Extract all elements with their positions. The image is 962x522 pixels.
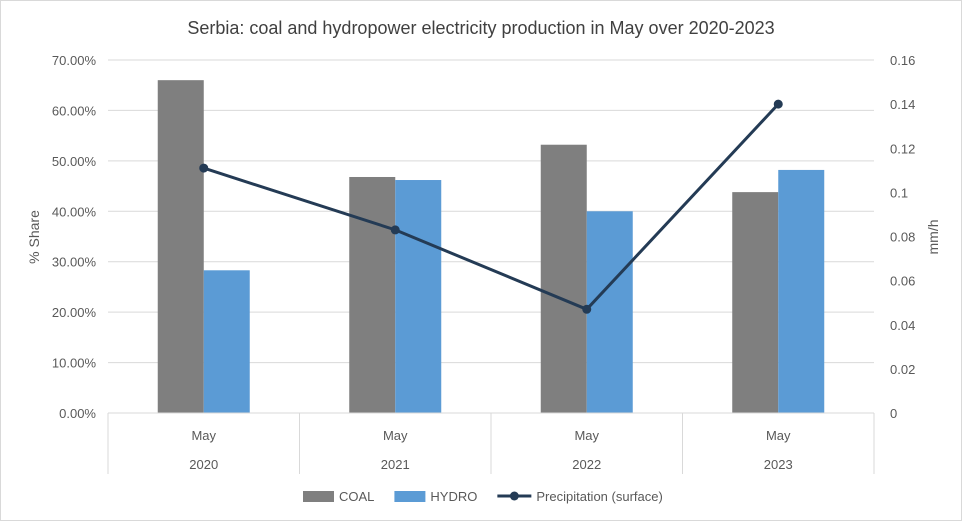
precipitation-point	[390, 225, 400, 235]
y-left-tick-label: 40.00%	[52, 204, 97, 219]
x-tick-label-month: May	[574, 428, 599, 443]
bar-coal	[732, 192, 779, 413]
y-left-tick-label: 0.00%	[59, 406, 96, 421]
x-tick-label-month: May	[191, 428, 216, 443]
precipitation-polyline	[203, 103, 780, 311]
y-left-tick-label: 10.00%	[52, 356, 97, 371]
y-right-tick-label: 0.1	[890, 185, 908, 200]
axes: 0.00% 10.00% 20.00% 30.00% 40.00% 50.00% 60.00…	[52, 53, 915, 474]
precipitation-point	[773, 99, 783, 109]
precipitation-point	[199, 163, 209, 173]
y-right-tick-label: 0.06	[890, 274, 915, 289]
y-left-tick-label: 50.00%	[52, 154, 97, 169]
x-tick-label-year: 2020	[189, 457, 218, 472]
x-tick-label-year: 2021	[381, 457, 410, 472]
legend-swatch-hydro	[394, 491, 426, 502]
precipitation-point	[582, 304, 592, 314]
y-right-tick-label: 0.04	[890, 318, 915, 333]
y-left-tick-label: 20.00%	[52, 305, 97, 320]
y-right-tick-label: 0.14	[890, 97, 915, 112]
y-right-tick-label: 0.16	[890, 53, 915, 68]
precipitation-line	[199, 99, 783, 314]
y-right-tick-label: 0.02	[890, 362, 915, 377]
bar-coal	[540, 144, 587, 413]
x-tick-label-month: May	[383, 428, 408, 443]
bar-hydro	[586, 211, 633, 413]
x-tick-label-year: 2022	[572, 457, 601, 472]
bar-coal	[157, 80, 204, 414]
bars	[157, 80, 825, 414]
bar-hydro	[203, 270, 250, 413]
bar-coal	[349, 176, 396, 413]
y-axis-right-title: mm/h	[925, 220, 941, 255]
legend-label: COAL	[339, 489, 374, 504]
y-left-tick-label: 60.00%	[52, 103, 97, 118]
x-tick-label-month: May	[766, 428, 791, 443]
legend-label: HYDRO	[430, 489, 477, 504]
bar-hydro	[395, 180, 442, 413]
legend-line-marker	[509, 491, 519, 501]
x-tick-label-year: 2023	[764, 457, 793, 472]
y-left-tick-label: 70.00%	[52, 53, 97, 68]
y-right-tick-label: 0.12	[890, 141, 915, 156]
bar-hydro	[778, 169, 825, 413]
chart-title: Serbia: coal and hydropower electricity …	[187, 18, 774, 38]
y-left-tick-label: 30.00%	[52, 255, 97, 270]
legend: COAL HYDRO Precipitation (surface)	[303, 489, 663, 504]
y-right-tick-label: 0.08	[890, 230, 915, 245]
legend-swatch-coal	[303, 491, 334, 502]
y-right-tick-label: 0	[890, 406, 897, 421]
y-axis-left-title: % Share	[26, 210, 42, 264]
legend-label: Precipitation (surface)	[536, 489, 662, 504]
